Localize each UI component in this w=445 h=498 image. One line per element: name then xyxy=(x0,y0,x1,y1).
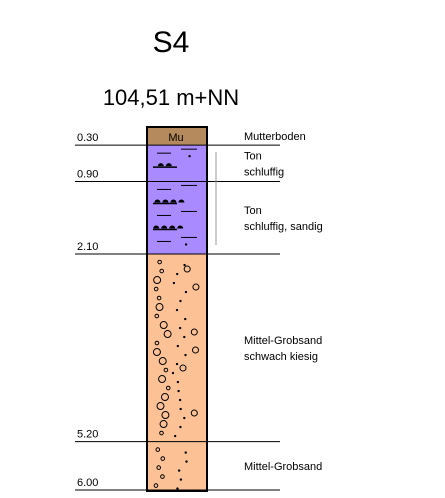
borehole-title: S4 xyxy=(153,26,190,59)
gravel-mark xyxy=(190,328,198,336)
layer-2-description-2: schluffig xyxy=(244,166,284,178)
gravel-mark xyxy=(163,330,172,339)
gravel-mark xyxy=(155,303,164,312)
soil-patterns xyxy=(152,148,200,490)
sand-dot xyxy=(179,425,182,429)
gravel-mark xyxy=(159,430,164,436)
gravel-mark xyxy=(159,420,168,429)
sand-dot xyxy=(177,469,181,472)
sand-dot xyxy=(178,398,182,402)
layer-5-fill xyxy=(147,441,207,490)
gravel-mark xyxy=(161,411,170,420)
gravel-mark xyxy=(153,286,159,292)
sand-dot xyxy=(173,434,177,438)
gravel-mark xyxy=(192,283,200,291)
sand-dot xyxy=(184,451,187,454)
layer-1-description-1: Mutterboden xyxy=(244,131,306,143)
clay-mark xyxy=(170,199,177,203)
gravel-mark xyxy=(183,265,191,273)
column-outline xyxy=(146,126,208,492)
elevation-label: 104,51 m+NN xyxy=(103,85,239,110)
layer-1-fill xyxy=(147,127,207,146)
depth-label-2: 0.90 xyxy=(77,168,98,180)
sand-dot xyxy=(183,416,186,420)
gravel-mark xyxy=(156,402,165,411)
sand-dot xyxy=(185,460,188,463)
gravel-mark xyxy=(158,375,167,384)
gravel-mark xyxy=(154,340,160,346)
gravel-mark xyxy=(163,367,169,373)
gravel-mark xyxy=(159,268,165,274)
gravel-mark xyxy=(190,409,198,417)
clay-mark xyxy=(177,225,184,229)
sand-dot xyxy=(176,487,179,490)
depth-label-5: 6.00 xyxy=(77,477,98,489)
sand-dot xyxy=(179,407,182,411)
sand-dot xyxy=(175,362,179,366)
sand-dot xyxy=(184,353,187,357)
gravel-mark xyxy=(157,259,162,265)
sand-dot xyxy=(179,299,182,303)
gravel-mark xyxy=(158,357,167,366)
gravel-mark xyxy=(160,456,166,461)
sand-dot xyxy=(176,380,180,384)
layer-3-description-1: Ton xyxy=(244,205,262,217)
sand-dot xyxy=(183,263,186,267)
depth-label-4: 5.20 xyxy=(77,429,98,441)
depth-label-3: 2.10 xyxy=(77,241,98,253)
sand-dot xyxy=(171,371,175,375)
gravel-mark xyxy=(165,385,171,391)
clay-mark xyxy=(169,225,176,229)
clay-mark xyxy=(165,163,172,167)
gravel-mark xyxy=(152,348,161,357)
gravel-mark xyxy=(153,483,159,488)
sand-dot xyxy=(184,243,188,246)
clay-mark xyxy=(162,199,169,203)
sand-dot xyxy=(175,272,179,276)
sand-dot xyxy=(179,478,183,481)
gravel-mark xyxy=(156,465,162,470)
sand-dot xyxy=(172,281,176,285)
layer-2-description-1: Ton xyxy=(244,150,262,162)
clay-mark xyxy=(161,225,168,229)
clay-mark xyxy=(153,225,160,229)
clay-mark xyxy=(154,199,161,203)
sand-dot xyxy=(184,290,188,294)
gravel-mark xyxy=(156,295,162,301)
depth-label-1: 0.30 xyxy=(77,132,98,144)
sand-dot xyxy=(184,317,187,321)
sand-dot xyxy=(177,389,180,393)
layer-5-description-1: Mittel-Grobsand xyxy=(244,461,322,473)
column-abbreviation: Mu xyxy=(168,132,183,144)
gravel-mark xyxy=(159,321,168,330)
clay-mark xyxy=(178,199,185,203)
gravel-mark xyxy=(192,346,200,354)
layer-2-fill xyxy=(147,145,207,182)
sand-dot xyxy=(175,308,179,312)
layer-labels: 0.30 Mutterboden 0.90 Ton schluffig 2.10 Ton sc… xyxy=(75,126,323,491)
gravel-mark xyxy=(160,393,169,402)
sand-dot xyxy=(188,154,191,158)
layer-4-description-1: Mittel-Grobsand xyxy=(244,335,322,347)
sand-dot xyxy=(183,335,186,339)
gravel-mark xyxy=(160,474,165,479)
sand-dot xyxy=(178,326,182,330)
clay-mark xyxy=(157,163,164,167)
gravel-mark xyxy=(153,276,162,285)
gravel-mark xyxy=(154,313,160,319)
sand-dot xyxy=(176,344,180,348)
layer-4-description-2: schwach kiesig xyxy=(244,351,318,363)
gravel-mark xyxy=(155,447,161,452)
gravel-mark xyxy=(179,364,187,372)
layer-3-description-2: schluffig, sandig xyxy=(244,221,323,233)
layer-3-fill xyxy=(147,181,207,255)
